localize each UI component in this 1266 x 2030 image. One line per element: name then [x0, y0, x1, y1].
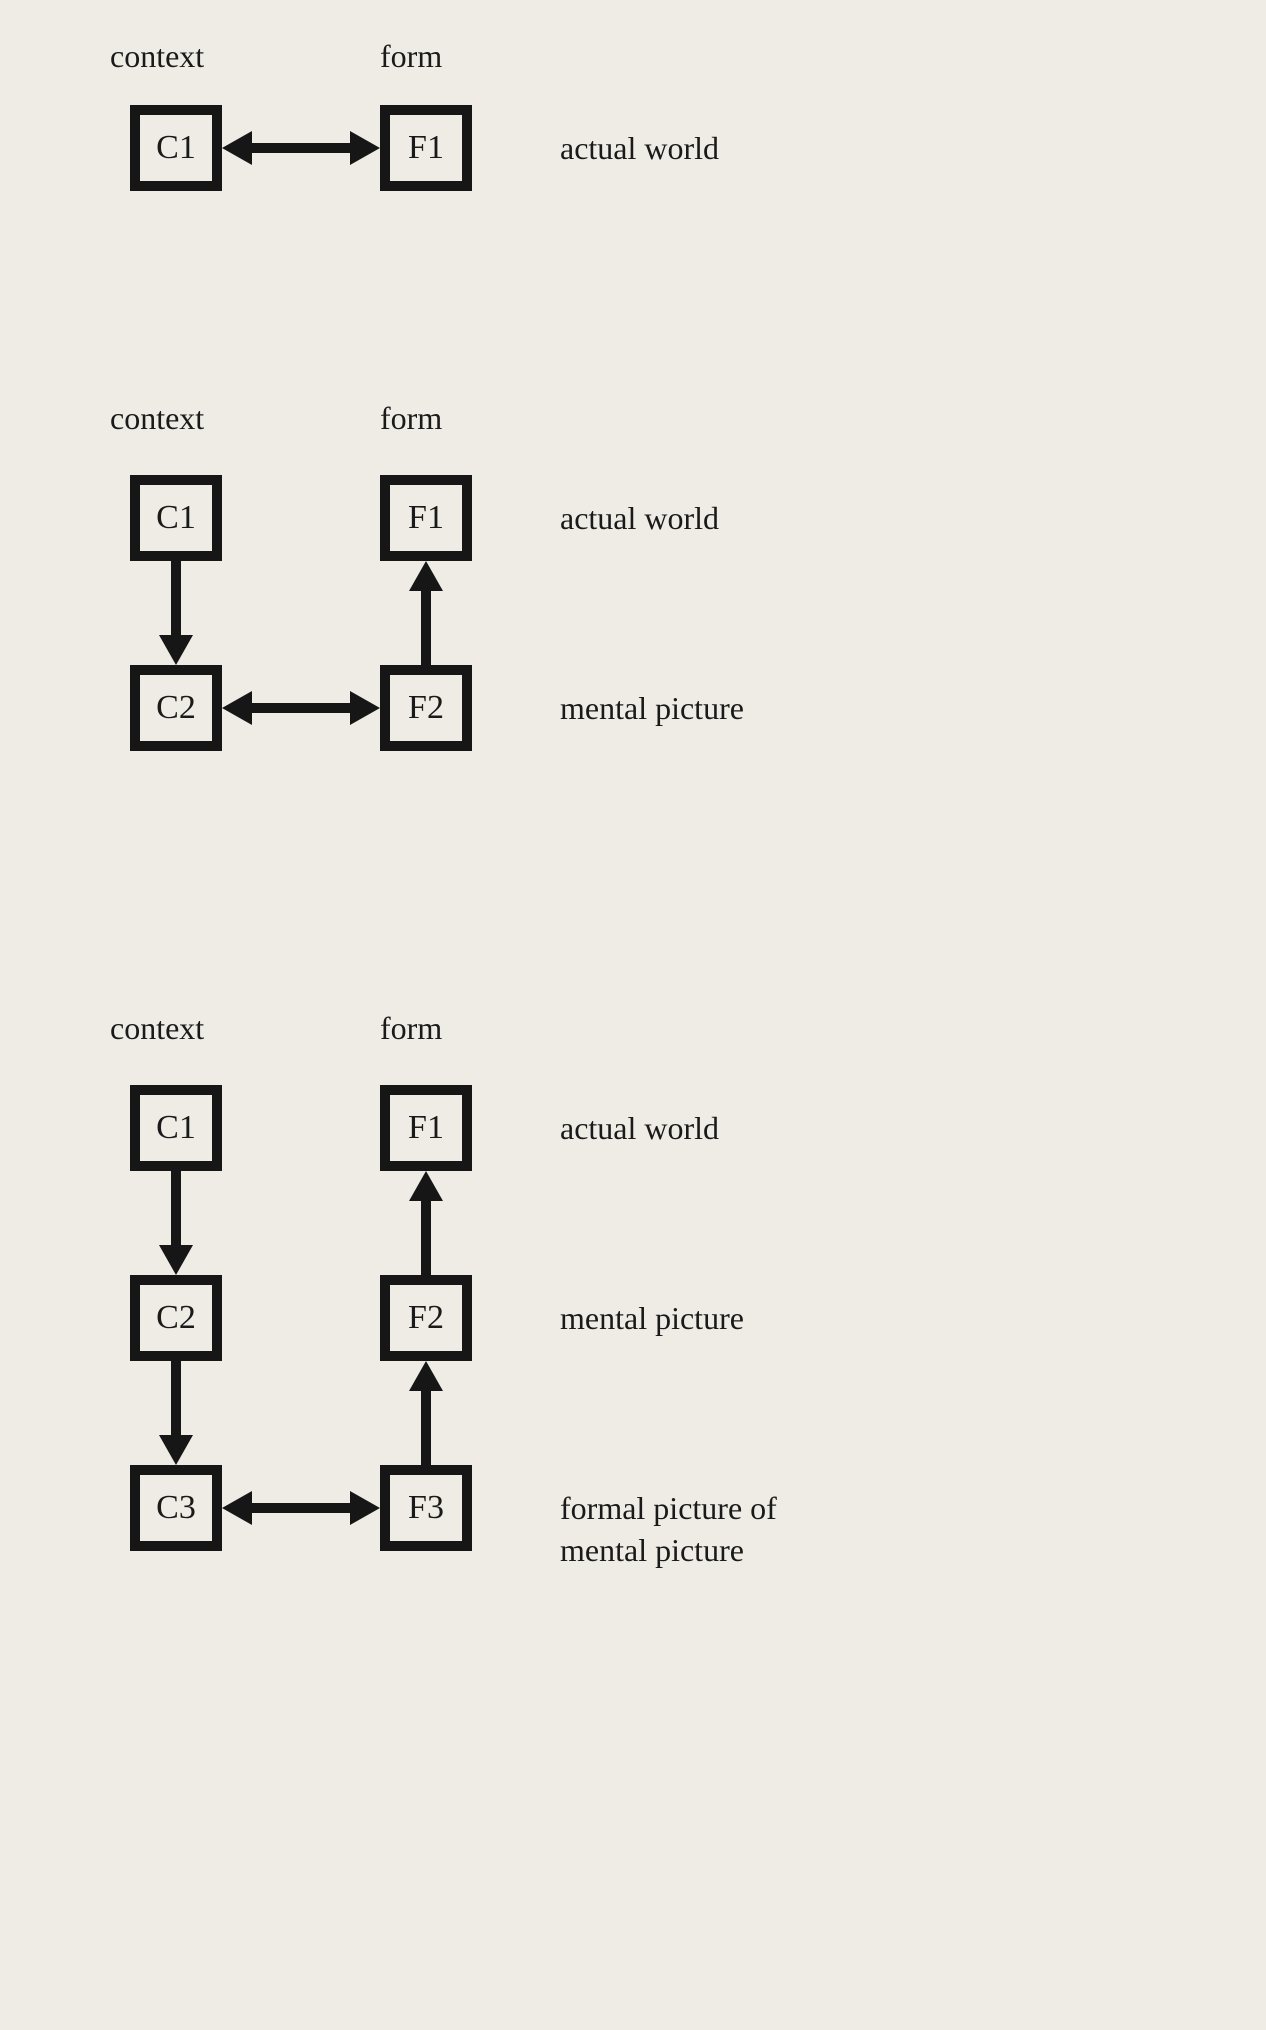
up-arrow [0, 0, 1266, 2030]
